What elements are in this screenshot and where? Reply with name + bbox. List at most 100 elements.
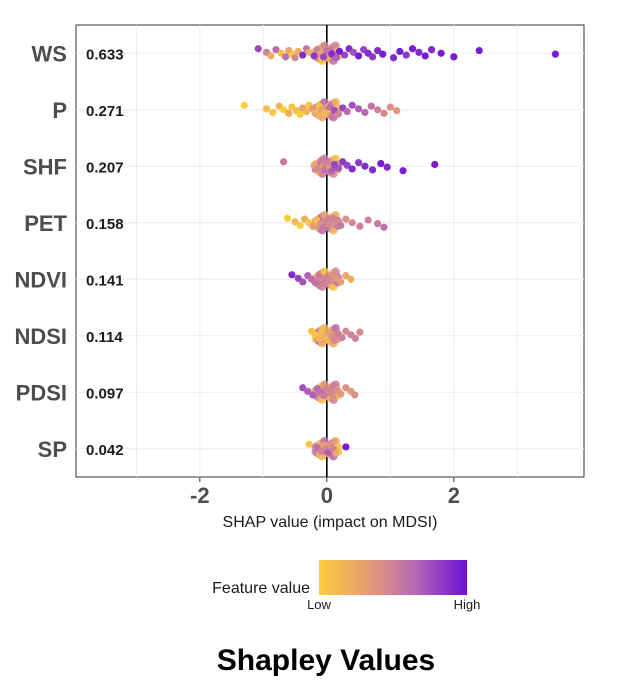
feature-label-pet: PET [24, 211, 67, 236]
shap-point [342, 272, 350, 280]
shap-point [338, 333, 346, 342]
shap-point [280, 158, 288, 166]
shap-point [311, 279, 319, 287]
x-axis-ticks: -2 0 2 [190, 477, 460, 508]
shap-point [283, 214, 292, 222]
feature-label-shf: SHF [23, 154, 67, 179]
shap-point [383, 163, 391, 171]
shap-point [431, 160, 439, 169]
shap-point [310, 52, 318, 60]
shap-point [364, 216, 372, 224]
shap-point [291, 54, 299, 62]
feature-label-p: P [52, 98, 67, 123]
x-tick-label: 2 [448, 483, 460, 508]
importance-label-p: 0.271 [86, 103, 124, 120]
shap-point [288, 271, 296, 279]
shap-point [389, 54, 398, 62]
shap-point [361, 108, 369, 117]
shap-point [351, 391, 359, 399]
shap-point [330, 336, 339, 344]
importance-label-pdsi: 0.097 [86, 385, 124, 402]
shap-point [299, 51, 307, 59]
legend-high-label: High [454, 597, 481, 612]
shap-point [267, 52, 275, 60]
shap-point [291, 218, 299, 226]
legend: Feature value Low High [212, 560, 480, 612]
shap-point [337, 278, 345, 286]
shap-point [343, 107, 351, 116]
feature-label-ndvi: NDVI [14, 267, 67, 292]
figure-caption: Shapley Values [217, 644, 435, 677]
shap-point [320, 223, 328, 231]
feature-label-ws: WS [32, 41, 67, 66]
feature-label-ndsi: NDSI [14, 324, 67, 349]
shap-point [280, 106, 288, 114]
importance-label-ndvi: 0.141 [86, 272, 124, 289]
shap-point [320, 392, 328, 400]
shap-point [356, 222, 364, 230]
shap-point [379, 50, 387, 58]
shap-point [320, 109, 328, 117]
shap-point [313, 165, 321, 173]
shap-point [254, 45, 262, 53]
shap-point [354, 105, 363, 113]
shap-point [377, 159, 385, 168]
shap-point [342, 384, 350, 392]
shap-point [374, 106, 382, 114]
shap-point [334, 164, 342, 172]
importance-label-sp: 0.042 [86, 442, 124, 459]
shap-point [368, 166, 377, 174]
shap-point [415, 48, 423, 56]
shap-point [311, 108, 319, 117]
shap-point [402, 51, 410, 59]
shap-point [349, 48, 358, 56]
shap-point [368, 53, 377, 61]
shap-point [428, 46, 436, 54]
shap-point [342, 215, 350, 223]
importance-label-ndsi: 0.114 [86, 329, 123, 346]
shap-point [305, 48, 313, 56]
shap-point [347, 275, 355, 283]
shap-point [341, 51, 349, 59]
shap-point [320, 53, 328, 61]
shap-point [281, 53, 290, 61]
shap-point [354, 159, 363, 167]
shap-point [374, 46, 382, 55]
shap-point [337, 221, 345, 230]
x-tick-label: -2 [190, 483, 210, 508]
shap-point [262, 105, 271, 113]
shap-point [342, 327, 350, 335]
feature-labels: WS P SHF PET NDVI NDSI PDSI SP [14, 41, 67, 462]
shap-point [296, 110, 304, 118]
shap-point [374, 220, 382, 228]
shap-point [302, 107, 311, 116]
shap-point [342, 443, 350, 451]
shap-point [393, 107, 401, 115]
shap-point [304, 387, 312, 395]
shap-point [408, 45, 417, 53]
shap-point [334, 110, 342, 118]
shap-point [348, 101, 356, 109]
shap-point [332, 54, 340, 62]
shap-point [326, 220, 334, 229]
legend-color-bar [319, 560, 467, 595]
importance-label-pet: 0.158 [86, 216, 124, 233]
shap-point [269, 108, 277, 117]
shap-point [380, 223, 388, 231]
shap-point [361, 162, 369, 170]
shap-point [299, 278, 307, 286]
shap-point [309, 222, 317, 230]
shap-point [351, 334, 359, 343]
shap-point [356, 328, 364, 336]
shap-point [240, 101, 248, 109]
shap-point [437, 49, 445, 57]
shap-point [272, 46, 280, 54]
shap-point [343, 161, 351, 169]
shap-point [335, 47, 344, 56]
shap-point [328, 167, 336, 175]
shap-point [337, 390, 345, 398]
shap-point [450, 53, 458, 61]
shap-points [240, 41, 560, 461]
shap-point [332, 449, 340, 457]
